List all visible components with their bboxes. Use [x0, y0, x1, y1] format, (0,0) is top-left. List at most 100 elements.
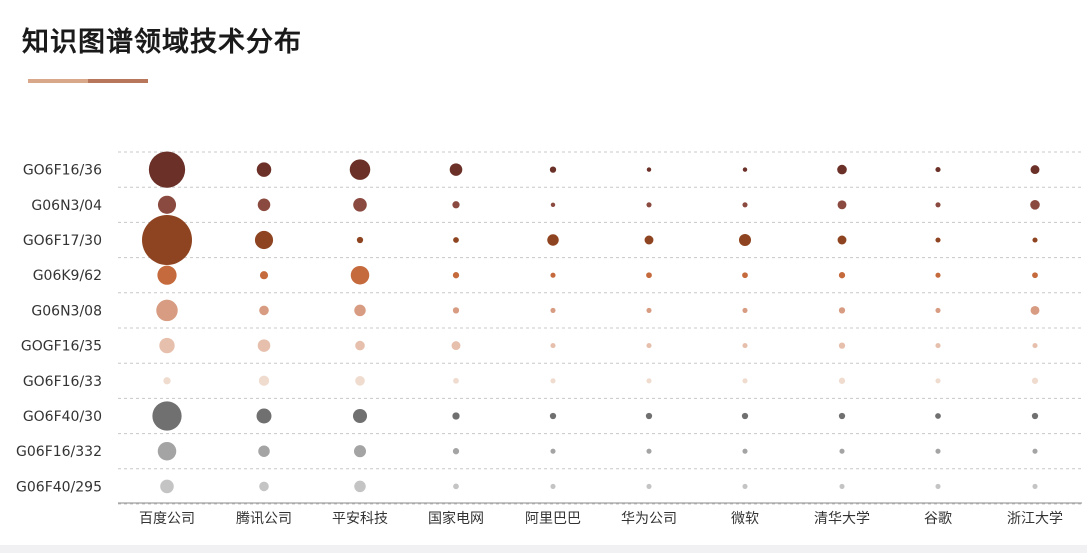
bubble: [550, 272, 556, 278]
bubble: [646, 448, 652, 454]
title-underline: [28, 79, 148, 83]
y-tick-label: GO6F16/33: [23, 374, 102, 390]
bubble: [935, 307, 941, 313]
bubble: [259, 481, 269, 492]
bubble: [1032, 448, 1038, 454]
bubble: [142, 215, 192, 265]
bubble: [838, 272, 846, 279]
bubble: [350, 265, 370, 285]
bubble: [451, 341, 461, 351]
bubble: [256, 162, 272, 177]
bubble: [645, 412, 653, 420]
bubble: [742, 167, 748, 172]
bubble: [156, 299, 178, 322]
bubble: [453, 237, 459, 243]
x-tick-label: 平安科技: [332, 511, 388, 527]
bubble: [935, 202, 941, 208]
bubble: [157, 265, 177, 285]
bubble: [349, 159, 371, 180]
bubble: [152, 401, 182, 431]
bubble: [353, 445, 367, 458]
bubble: [741, 412, 749, 420]
bubble: [839, 448, 845, 454]
bubble: [646, 483, 652, 489]
bubble: [148, 151, 186, 188]
bubble: [257, 198, 271, 212]
y-tick-label: G06N3/08: [31, 303, 102, 319]
bubble: [452, 272, 460, 279]
bubble: [646, 272, 652, 279]
bubble: [738, 233, 752, 247]
bubble: [254, 230, 274, 250]
bubble: [452, 307, 460, 314]
bubble: [742, 272, 748, 279]
bubble: [353, 198, 367, 212]
bubble: [163, 377, 171, 385]
bubble: [646, 307, 652, 313]
bubble: [259, 305, 269, 316]
bubble: [935, 272, 941, 278]
bubble: [935, 413, 941, 419]
bubble: [935, 237, 941, 243]
bubble: [549, 166, 557, 173]
bubble: [742, 307, 748, 313]
bubble: [837, 164, 847, 175]
bubble: [356, 236, 364, 244]
bubble: [160, 479, 174, 494]
bubble: [259, 271, 269, 280]
bubble: [935, 343, 941, 349]
bubble: [157, 195, 177, 214]
bubble: [550, 307, 556, 313]
bubble: [646, 167, 652, 172]
y-tick-label: GOGF16/35: [21, 339, 102, 355]
bubble: [547, 234, 559, 246]
bubble: [258, 445, 270, 457]
y-tick-label: GO6F40/30: [23, 409, 102, 425]
bubble: [644, 235, 654, 245]
bubble: [646, 343, 652, 349]
bubble: [550, 202, 556, 208]
bubble: [1030, 305, 1040, 315]
y-tick-label: GO6F16/36: [23, 163, 102, 179]
title-underline-light: [28, 79, 88, 83]
bubble: [452, 412, 460, 420]
bubble: [838, 412, 846, 420]
bubble: [646, 202, 652, 208]
bubble: [935, 448, 941, 454]
bubble: [550, 448, 556, 454]
bubble: [453, 377, 459, 384]
bubble: [1031, 412, 1039, 420]
bubble: [550, 343, 556, 349]
x-tick-label: 腾讯公司: [236, 510, 292, 527]
y-tick-label: GO6F17/30: [23, 233, 102, 249]
bubble: [256, 408, 272, 424]
x-tick-label: 阿里巴巴: [525, 511, 581, 527]
bubble: [355, 340, 365, 351]
x-tick-label: 华为公司: [621, 511, 677, 527]
bubble: [935, 483, 941, 489]
bubble: [352, 408, 368, 424]
bubble: [1030, 200, 1040, 210]
title-underline-dark: [88, 79, 148, 83]
bubble: [449, 163, 463, 176]
bubble: [837, 235, 847, 245]
bubble: [646, 378, 652, 384]
bubble: [452, 201, 460, 209]
bubble: [935, 167, 941, 173]
y-tick-label: G06F40/295: [16, 479, 102, 495]
bubble: [550, 483, 556, 489]
bubble: [355, 376, 365, 386]
bubble: [742, 483, 748, 489]
bubble: [838, 342, 846, 349]
bubble: [839, 483, 845, 489]
bubble: [452, 448, 460, 455]
bubble: [1032, 483, 1038, 489]
bubble: [742, 448, 748, 454]
bubble: [1032, 343, 1038, 349]
bubble: [258, 375, 270, 386]
x-tick-label: 百度公司: [139, 511, 195, 527]
bubble: [935, 378, 941, 384]
bubble: [549, 412, 557, 420]
bubble: [837, 200, 847, 210]
bubble: [838, 307, 846, 314]
